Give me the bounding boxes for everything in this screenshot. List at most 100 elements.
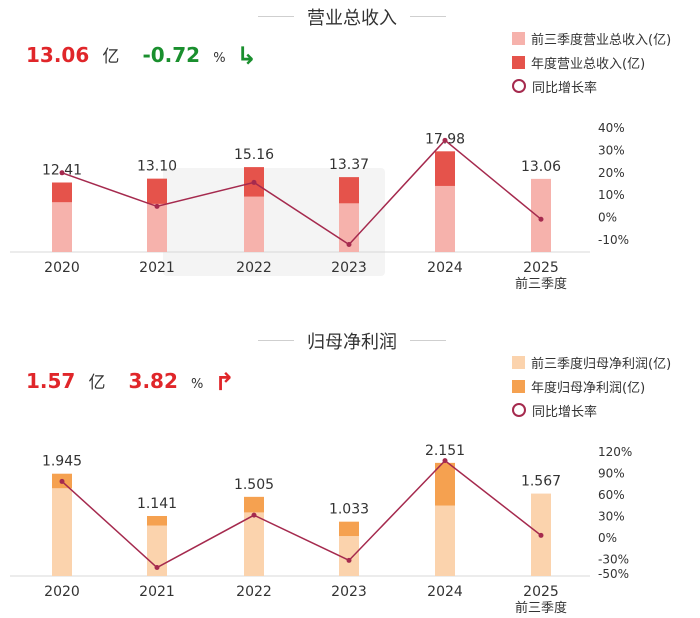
legend-item-profit-year[interactable]: 年度归母净利润(亿) bbox=[512, 374, 700, 398]
growth-point bbox=[59, 170, 65, 176]
bar-value-label: 1.945 bbox=[42, 454, 82, 470]
bar-q3 bbox=[244, 512, 264, 576]
bar-value-label: 13.37 bbox=[329, 157, 369, 173]
x-tick-label: 2022 bbox=[236, 260, 272, 276]
legend-item-revenue-growth[interactable]: 同比增长率 bbox=[512, 74, 700, 98]
bar-value-label: 13.06 bbox=[521, 159, 561, 175]
x-tick-label: 2025 bbox=[523, 584, 559, 600]
growth-point bbox=[538, 532, 544, 538]
title-divider-left bbox=[258, 340, 294, 341]
legend-circle-icon bbox=[512, 79, 526, 93]
x-tick-label: 2022 bbox=[236, 584, 272, 600]
right-axis-tick-label: 40% bbox=[598, 121, 625, 135]
legend-item-profit-q3[interactable]: 前三季度归母净利润(亿) bbox=[512, 350, 700, 374]
bar-value-label: 1.567 bbox=[521, 474, 561, 490]
growth-point bbox=[442, 137, 448, 143]
legend-swatch bbox=[512, 55, 525, 69]
legend-item-profit-growth[interactable]: 同比增长率 bbox=[512, 398, 700, 422]
right-axis-tick-label: 30% bbox=[598, 143, 625, 157]
x-tick-label: 2021 bbox=[139, 260, 175, 276]
right-axis-tick-label: 30% bbox=[598, 510, 625, 524]
revenue-headline: 13.06 亿 -0.72 % ↳ bbox=[26, 40, 257, 70]
bar-q3 bbox=[147, 203, 167, 252]
legend-swatch bbox=[512, 355, 525, 369]
right-axis-tick-label: -30% bbox=[598, 553, 629, 567]
legend-circle-icon bbox=[512, 403, 526, 417]
revenue-panel: 12.41202013.10202115.16202213.37202317.9… bbox=[0, 4, 700, 292]
bar-value-label: 2.151 bbox=[425, 443, 465, 459]
right-axis-tick-label: 60% bbox=[598, 488, 625, 502]
profit-value: 1.57 bbox=[26, 369, 76, 393]
bar-q3 bbox=[52, 202, 72, 252]
bar-value-label: 15.16 bbox=[234, 147, 274, 163]
bar-q3 bbox=[531, 178, 551, 252]
bar-q3 bbox=[52, 488, 72, 576]
right-axis-tick-label: -50% bbox=[598, 567, 629, 581]
right-axis-tick-label: 10% bbox=[598, 188, 625, 202]
legend-label: 前三季度营业总收入(亿) bbox=[531, 32, 672, 48]
legend-item-revenue-year[interactable]: 年度营业总收入(亿) bbox=[512, 50, 700, 74]
title-divider-left bbox=[258, 16, 294, 17]
right-axis-tick-label: 90% bbox=[598, 467, 625, 481]
bar-value-label: 1.505 bbox=[234, 477, 274, 493]
profit-unit: 亿 bbox=[88, 373, 106, 393]
legend-label: 同比增长率 bbox=[532, 80, 598, 96]
title-divider-right bbox=[410, 340, 446, 341]
right-axis-tick-label: 20% bbox=[598, 166, 625, 180]
legend-swatch bbox=[512, 379, 525, 393]
profit-title: 归母净利润 bbox=[307, 332, 397, 353]
profit-panel: 1.945 2020 1.141 2021 1.505 2022 1.033 2023 2.15… bbox=[0, 320, 700, 618]
growth-point bbox=[251, 179, 257, 185]
profit-headline: 1.57 亿 3.82 % ↱ bbox=[26, 366, 235, 396]
revenue-chart: 12.41202013.10202115.16202213.37202317.9… bbox=[10, 121, 629, 292]
growth-line bbox=[61, 459, 542, 569]
bar-q3 bbox=[244, 196, 264, 252]
revenue-value: 13.06 bbox=[26, 43, 90, 67]
growth-point bbox=[154, 203, 160, 209]
x-tick-label: 2023 bbox=[331, 584, 367, 600]
legend-item-revenue-q3[interactable]: 前三季度营业总收入(亿) bbox=[512, 26, 700, 50]
x-tick-label: 2021 bbox=[139, 584, 175, 600]
x-tick-label: 2023 bbox=[331, 260, 367, 276]
legend-label: 年度营业总收入(亿) bbox=[531, 56, 646, 72]
right-axis-tick-label: 120% bbox=[598, 445, 632, 459]
right-axis-tick-label: 0% bbox=[598, 211, 617, 225]
profit-change: 3.82 bbox=[128, 369, 178, 393]
revenue-title: 营业总收入 bbox=[307, 8, 397, 29]
growth-point bbox=[346, 241, 352, 247]
growth-point bbox=[442, 458, 448, 464]
right-axis-tick-label: -10% bbox=[598, 233, 629, 247]
profit-legend: 前三季度归母净利润(亿) 年度归母净利润(亿) 同比增长率 bbox=[512, 350, 700, 422]
revenue-change: -0.72 bbox=[142, 43, 201, 67]
x-tick-label: 2024 bbox=[427, 260, 463, 276]
growth-point bbox=[59, 478, 65, 484]
title-divider-right bbox=[410, 16, 446, 17]
x-tick-label: 2025 bbox=[523, 260, 559, 276]
profit-title-row: 归母净利润 bbox=[0, 328, 700, 353]
arrow-down-icon: ↳ bbox=[236, 42, 257, 70]
legend-label: 年度归母净利润(亿) bbox=[531, 380, 646, 396]
growth-line bbox=[61, 139, 542, 246]
x-tick-label: 2024 bbox=[427, 584, 463, 600]
legend-label: 前三季度归母净利润(亿) bbox=[531, 356, 672, 372]
growth-point bbox=[251, 512, 257, 518]
growth-point bbox=[346, 557, 352, 563]
revenue-title-row: 营业总收入 bbox=[0, 4, 700, 29]
arrow-up-icon: ↱ bbox=[214, 368, 235, 396]
revenue-legend: 前三季度营业总收入(亿) 年度营业总收入(亿) 同比增长率 bbox=[512, 26, 700, 98]
x-tick-sublabel: 前三季度 bbox=[515, 600, 567, 616]
right-axis-tick-label: 0% bbox=[598, 531, 617, 545]
growth-point bbox=[538, 216, 544, 222]
revenue-unit: 亿 bbox=[102, 47, 120, 67]
x-tick-sublabel: 前三季度 bbox=[515, 276, 567, 292]
legend-swatch bbox=[512, 31, 525, 45]
bar-value-label: 1.033 bbox=[329, 502, 369, 518]
bar-value-label: 13.10 bbox=[137, 159, 177, 175]
revenue-change-unit: % bbox=[213, 51, 226, 66]
legend-label: 同比增长率 bbox=[532, 404, 598, 420]
bar-q3 bbox=[435, 505, 455, 576]
x-tick-label: 2020 bbox=[44, 584, 80, 600]
profit-change-unit: % bbox=[191, 377, 204, 392]
profit-chart: 1.945 2020 1.141 2021 1.505 2022 1.033 2023 2.15… bbox=[10, 443, 632, 616]
x-tick-label: 2020 bbox=[44, 260, 80, 276]
